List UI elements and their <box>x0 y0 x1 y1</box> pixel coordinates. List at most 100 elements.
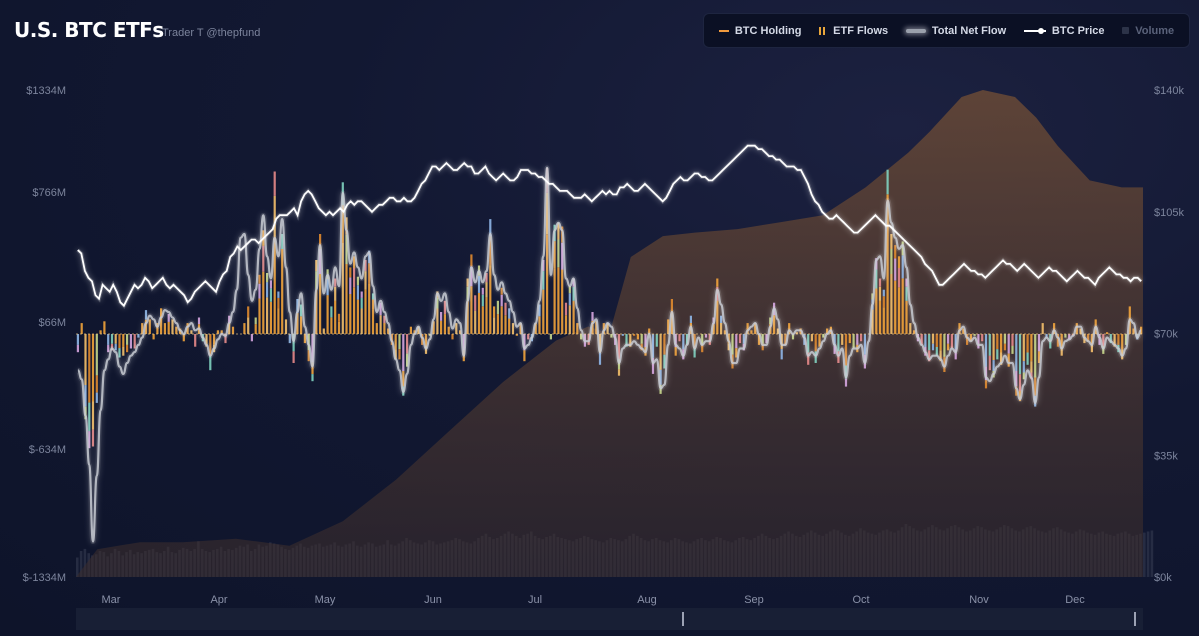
flow-bar <box>875 288 878 334</box>
flow-bar <box>538 316 541 334</box>
flow-bar <box>337 313 341 322</box>
flow-bar <box>909 323 912 334</box>
flow-bar <box>349 267 352 278</box>
flow-bar <box>716 278 719 287</box>
flow-bar <box>890 249 893 274</box>
flow-bar <box>144 310 148 320</box>
flow-bar <box>1018 334 1022 375</box>
range-navigator[interactable] <box>76 608 1143 630</box>
flow-bar <box>197 317 201 325</box>
legend-item-volume[interactable]: Volume <box>1122 25 1174 37</box>
flow-bar <box>262 245 265 272</box>
flow-bar <box>277 297 280 309</box>
chart-legend: BTC Holding ETF Flows Total Net Flow BTC… <box>703 13 1190 48</box>
flow-bar <box>572 300 575 334</box>
flow-bar <box>897 287 901 334</box>
flow-bar <box>224 334 227 344</box>
flow-bar <box>720 315 723 323</box>
flow-bar <box>981 334 984 342</box>
flow-bar <box>1121 334 1124 350</box>
flow-bar <box>773 315 776 334</box>
flow-bar <box>701 344 704 353</box>
flow-bar <box>939 334 942 351</box>
x-axis: Mar Apr May Jun Jul Aug Sep Oct Nov Dec <box>102 594 1086 606</box>
flow-bar <box>640 334 643 344</box>
legend-item-btc-price[interactable]: BTC Price <box>1023 25 1105 37</box>
legend-item-total-net-flow[interactable]: Total Net Flow <box>905 25 1006 37</box>
flow-bar <box>693 348 696 358</box>
flow-bar <box>996 334 999 350</box>
flow-bar <box>266 273 269 283</box>
flow-bar <box>481 287 484 295</box>
right-axis: $140k $105k $70k $35k $0k <box>1154 85 1184 584</box>
month-label: Aug <box>637 594 657 606</box>
flow-bar <box>129 334 132 349</box>
flow-bar <box>670 299 673 313</box>
flow-bar <box>973 334 976 336</box>
flow-bar <box>284 319 288 334</box>
flow-bar <box>209 334 212 356</box>
flow-bar <box>935 334 938 348</box>
flow-bar <box>591 312 594 321</box>
flow-bar <box>882 307 885 334</box>
flow-bar <box>122 347 125 356</box>
flow-bar <box>1015 334 1018 371</box>
flow-bar <box>485 297 488 334</box>
flow-bar <box>1030 334 1033 362</box>
flow-bar <box>931 334 935 344</box>
flow-bar <box>216 330 219 334</box>
flow-bar <box>557 267 560 334</box>
flow-bar <box>848 334 851 344</box>
flow-bar <box>277 291 280 298</box>
flow-bar <box>118 348 121 358</box>
flow-bar <box>674 347 677 356</box>
volume-bar <box>79 551 83 577</box>
flow-bar <box>137 334 140 338</box>
legend-item-btc-holding[interactable]: BTC Holding <box>718 25 801 37</box>
month-label: Apr <box>210 594 227 606</box>
legend-item-etf-flows[interactable]: ETF Flows <box>819 25 888 37</box>
flow-bar <box>266 282 269 298</box>
flow-bar <box>1064 334 1067 338</box>
flow-bar <box>750 330 753 334</box>
flow-bar <box>629 334 632 347</box>
flow-bar <box>1022 361 1025 373</box>
flow-bar <box>163 323 166 334</box>
flow-bar <box>91 334 95 402</box>
flow-bar <box>935 347 938 356</box>
flow-bar <box>311 374 314 382</box>
flow-bar <box>375 323 378 334</box>
flow-bar <box>791 334 795 340</box>
flow-bar <box>91 429 95 447</box>
flow-bar <box>984 380 988 389</box>
flow-bar <box>780 349 783 360</box>
flow-bar <box>894 245 897 259</box>
flow-bar <box>360 308 363 334</box>
flow-bar <box>114 343 117 351</box>
flow-bar <box>122 334 125 348</box>
flow-bar <box>928 334 931 351</box>
flow-bar <box>504 302 507 316</box>
left-tick-label: $-634M <box>29 444 66 456</box>
flow-bar <box>167 321 170 334</box>
flow-bar <box>273 195 276 237</box>
flow-bar <box>76 334 79 345</box>
flow-bar <box>148 319 151 334</box>
flow-bar <box>84 334 87 386</box>
flow-bar <box>564 302 568 316</box>
flow-bar <box>546 234 549 334</box>
flow-bar <box>99 330 102 334</box>
volume-bar <box>1146 531 1150 577</box>
flow-bar <box>88 334 91 403</box>
flow-bar <box>844 334 848 366</box>
flow-bar <box>353 267 356 288</box>
flow-bar <box>924 334 927 348</box>
flow-bar <box>564 315 568 334</box>
total-net-flow-series <box>76 165 1143 545</box>
flow-bar <box>568 286 571 294</box>
flow-bar <box>356 285 359 300</box>
flow-bar <box>330 317 333 334</box>
flow-bar <box>273 236 276 334</box>
flow-bar <box>704 334 708 338</box>
flow-bar <box>254 324 257 334</box>
